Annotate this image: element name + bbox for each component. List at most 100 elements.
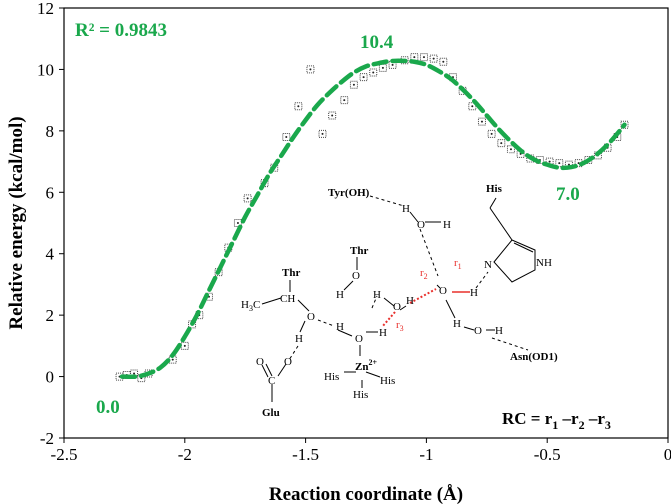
atom-n: N (484, 259, 492, 271)
atom-c: C (268, 375, 275, 387)
atom-o: O (355, 333, 363, 345)
y-tick-label: 6 (46, 183, 55, 202)
atom-h: H (336, 289, 344, 301)
his-left-label: His (324, 371, 339, 383)
atom-h: H (443, 219, 451, 231)
atom-o: O (352, 270, 360, 282)
bond (445, 299, 456, 319)
bond (261, 297, 282, 305)
his-top-label: His (486, 183, 503, 195)
bond (513, 242, 534, 253)
r3-label: r3 (396, 319, 404, 333)
atom-ch: CH (280, 293, 295, 305)
data-point (282, 133, 291, 141)
h-bond-dashed (475, 271, 489, 289)
x-tick-label: -1 (419, 445, 433, 464)
plot-frame (63, 7, 669, 439)
bond (399, 305, 407, 311)
bond (365, 371, 381, 378)
x-tick-label: -1.5 (292, 445, 319, 464)
atom-o: O (307, 311, 315, 323)
y-tick-label: 4 (46, 245, 55, 264)
atom-nh: NH (536, 257, 552, 269)
data-point (349, 80, 358, 89)
axis-ticks (59, 7, 669, 443)
data-point (497, 139, 506, 148)
tyr-label: Tyr(OH) (328, 187, 370, 199)
data-point (506, 145, 515, 154)
atom-h: H (336, 321, 344, 333)
h-bond-dashed (288, 345, 299, 361)
bond (383, 297, 395, 307)
x-tick-label: -0.5 (534, 445, 561, 464)
atom-h: H (379, 327, 387, 339)
data-point (555, 159, 564, 168)
y-tick-label: 0 (46, 368, 55, 387)
data-point (388, 60, 397, 69)
bond (489, 197, 497, 209)
atom-h: H (495, 325, 503, 337)
y-tick-label: 10 (37, 60, 54, 79)
bond-r3-dashed (381, 311, 396, 328)
his-bottom-label: His (353, 389, 368, 401)
methyl-h: H3C (241, 299, 260, 313)
data-point (468, 102, 477, 111)
thr-left-label: Thr (282, 267, 300, 279)
y-tick-label: 2 (46, 306, 55, 325)
data-point (419, 53, 428, 62)
data-point (180, 341, 189, 350)
bond (337, 329, 353, 337)
bond (436, 284, 441, 289)
bond (489, 207, 513, 241)
bond (299, 320, 306, 333)
data-point (410, 53, 419, 62)
r-squared-label: R² = 0.9843 (75, 20, 167, 41)
data-point (328, 111, 337, 120)
bond (265, 363, 273, 377)
data-point (477, 117, 486, 126)
data-point (318, 129, 327, 138)
atom-h: H (295, 333, 303, 345)
atom-o: O (256, 356, 264, 368)
h-bond-dashed (317, 319, 335, 327)
peak-value-label: 10.4 (360, 32, 394, 53)
data-point (359, 73, 368, 82)
data-point (487, 129, 496, 138)
data-point (340, 96, 349, 105)
bond-r2-dashed (409, 288, 437, 304)
reaction-coordinate-formula: RC = r1 –r2 –r3 (502, 409, 611, 432)
atom-o: O (284, 356, 292, 368)
x-tick-label: -2.5 (51, 445, 78, 464)
atom-h: H (402, 203, 410, 215)
bond (261, 364, 269, 378)
x-tick-label: -2 (178, 445, 192, 464)
start-value-label: 0.0 (96, 397, 120, 418)
atom-h: H (453, 318, 461, 330)
atom-h: H (470, 287, 478, 299)
y-tick-label: 12 (37, 0, 54, 18)
his-right-label: His (380, 375, 395, 387)
min-value-label: 7.0 (556, 184, 580, 205)
bond (343, 280, 354, 291)
bond (277, 363, 287, 377)
x-tick-label: 0 (664, 445, 671, 464)
data-point (233, 219, 242, 227)
data-point (429, 54, 438, 63)
r2-label: r2 (420, 267, 428, 281)
y-tick-label: -2 (40, 429, 54, 448)
h-bond-dashed (419, 228, 439, 277)
imidazole-ring (493, 239, 536, 283)
atom-o: O (439, 285, 447, 297)
data-point (378, 63, 387, 72)
fitted-curve (119, 58, 627, 380)
data-point (545, 157, 554, 166)
atom-h: H (406, 295, 414, 307)
atom-o: O (393, 301, 401, 313)
diagram-labels: Tyr(OH) H O H His NH N Thr O H Thr CH H3… (241, 183, 558, 419)
data-point (243, 194, 252, 203)
active-site-diagram (261, 195, 536, 402)
y-axis-title: Relative energy (kcal/mol) (6, 116, 27, 329)
h-bond-dashed (369, 195, 405, 207)
